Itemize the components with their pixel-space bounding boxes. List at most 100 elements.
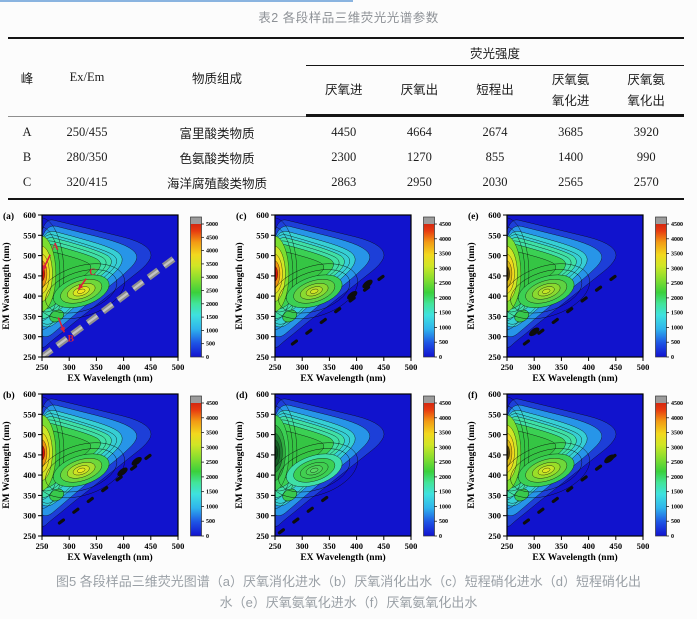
svg-text:400: 400: [488, 470, 501, 480]
header-separator-thick: [306, 114, 684, 117]
svg-text:2500: 2500: [206, 460, 218, 466]
eem-panel-a: A C B 250 300 350 400 450 500 250 300 350 400 450 500 5…: [0, 205, 233, 384]
eem-plot-c: 250 300 350 400 450 500 250 300 350 400 450 500 550 6…: [234, 210, 451, 384]
cell-intensity-value: 2570: [633, 175, 659, 189]
svg-text:4500: 4500: [671, 222, 683, 228]
svg-text:450: 450: [377, 541, 390, 551]
eem-panel-c: 250 300 350 400 450 500 250 300 350 400 450 500 550 6…: [233, 205, 465, 384]
svg-text:400: 400: [488, 291, 501, 301]
svg-text:600: 600: [488, 210, 501, 220]
svg-text:2500: 2500: [439, 281, 451, 287]
svg-text:250: 250: [269, 541, 282, 551]
svg-text:400: 400: [117, 362, 130, 372]
svg-text:300: 300: [296, 541, 309, 551]
svg-text:250: 250: [36, 541, 49, 551]
eem-panel-e: 250 300 350 400 450 500 250 300 350 400 450 500 550 6…: [465, 205, 697, 384]
svg-text:0: 0: [671, 355, 674, 361]
cell-intensity-value: 3920: [633, 125, 659, 139]
table-header: 峰 Ex/Em 物质组成 荧光强度 厌氧进 厌氧出 短程出 厌氧氨氧化进 厌氧氨氧化出: [8, 39, 684, 116]
parameters-table: 峰 Ex/Em 物质组成 荧光强度 厌氧进 厌氧出 短程出 厌氧氨氧化进 厌氧氨氧化出 …: [8, 37, 684, 200]
svg-text:250: 250: [23, 531, 36, 541]
svg-text:1500: 1500: [671, 311, 683, 317]
svg-text:500: 500: [439, 519, 448, 525]
svg-text:600: 600: [256, 389, 269, 399]
col-header-composition: 物质组成: [191, 72, 242, 86]
svg-text:300: 300: [23, 511, 36, 521]
svg-text:600: 600: [256, 210, 269, 220]
svg-text:500: 500: [256, 430, 269, 440]
svg-text:2500: 2500: [439, 460, 451, 466]
svg-text:450: 450: [144, 362, 157, 372]
svg-text:250: 250: [256, 352, 269, 362]
svg-text:4000: 4000: [206, 249, 218, 255]
svg-text:4000: 4000: [671, 416, 683, 422]
svg-text:1500: 1500: [671, 490, 683, 496]
svg-text:500: 500: [172, 541, 185, 551]
figure-caption-line1: 图5 各段样品三维荧光图谱（a）厌氧消化进水（b）厌氧消化出水（c）短程硝化进水…: [55, 574, 642, 589]
svg-text:(f): (f): [468, 390, 478, 401]
svg-text:600: 600: [23, 389, 36, 399]
svg-text:4500: 4500: [206, 401, 218, 407]
svg-text:350: 350: [90, 541, 103, 551]
svg-text:1500: 1500: [206, 490, 218, 496]
svg-text:(d): (d): [236, 390, 248, 401]
svg-text:400: 400: [117, 541, 130, 551]
svg-text:C: C: [89, 268, 96, 278]
svg-text:3500: 3500: [439, 252, 451, 258]
svg-text:0: 0: [206, 355, 209, 361]
svg-text:EX Wavelength (nm): EX Wavelength (nm): [300, 552, 385, 563]
svg-text:500: 500: [637, 541, 650, 551]
svg-text:2000: 2000: [206, 302, 218, 308]
eem-plot-a: A C B 250 300 350 400 450 500 250 300 350 400 450 500 5…: [1, 210, 218, 384]
svg-text:350: 350: [555, 541, 568, 551]
svg-text:400: 400: [350, 541, 363, 551]
svg-text:4500: 4500: [439, 401, 451, 407]
eem-panel-d: 250 300 350 400 450 500 250 300 350 400 450 500 550 6…: [233, 384, 465, 563]
svg-text:400: 400: [23, 291, 36, 301]
svg-text:5000: 5000: [206, 222, 218, 228]
svg-text:1500: 1500: [206, 315, 218, 321]
svg-text:450: 450: [609, 362, 622, 372]
svg-text:350: 350: [256, 311, 269, 321]
svg-text:500: 500: [206, 519, 215, 525]
svg-text:300: 300: [488, 511, 501, 521]
svg-text:4500: 4500: [439, 222, 451, 228]
svg-text:300: 300: [528, 541, 541, 551]
svg-text:600: 600: [488, 389, 501, 399]
svg-text:450: 450: [23, 271, 36, 281]
svg-text:4500: 4500: [671, 401, 683, 407]
cell-peak: A: [22, 125, 32, 139]
cell-intensity-value: 990: [636, 150, 656, 164]
svg-text:(c): (c): [236, 211, 247, 222]
svg-text:350: 350: [256, 490, 269, 500]
eem-plot-f: 250 300 350 400 450 500 250 300 350 400 450 500 550 6…: [466, 389, 683, 563]
svg-text:250: 250: [36, 362, 49, 372]
svg-text:0: 0: [206, 534, 209, 540]
svg-text:2000: 2000: [671, 475, 683, 481]
svg-text:600: 600: [23, 210, 36, 220]
svg-text:1000: 1000: [439, 504, 451, 510]
svg-text:300: 300: [488, 332, 501, 342]
svg-text:EM Wavelength (nm): EM Wavelength (nm): [1, 421, 12, 508]
svg-text:400: 400: [23, 470, 36, 480]
svg-text:500: 500: [488, 251, 501, 261]
svg-text:1000: 1000: [206, 328, 218, 334]
svg-text:350: 350: [323, 362, 336, 372]
svg-text:450: 450: [256, 271, 269, 281]
svg-text:2000: 2000: [671, 296, 683, 302]
col-header-intensity-3: 厌氧氨氧化进: [551, 72, 590, 108]
svg-text:450: 450: [23, 450, 36, 460]
svg-text:300: 300: [296, 362, 309, 372]
col-header-intensity-group: 荧光强度: [306, 39, 684, 66]
svg-text:2000: 2000: [206, 475, 218, 481]
svg-text:300: 300: [23, 332, 36, 342]
svg-text:1000: 1000: [439, 325, 451, 331]
svg-text:EM Wavelength (nm): EM Wavelength (nm): [234, 421, 245, 508]
table-row: C 320/415 海洋腐殖酸类物质 2863 2950 2030 2565 2570: [8, 170, 684, 195]
svg-text:500: 500: [23, 430, 36, 440]
svg-text:EM Wavelength (nm): EM Wavelength (nm): [234, 242, 245, 329]
header-separator-thin: [8, 116, 306, 117]
svg-text:A: A: [52, 243, 59, 253]
svg-text:550: 550: [488, 230, 501, 240]
svg-text:0: 0: [439, 534, 442, 540]
